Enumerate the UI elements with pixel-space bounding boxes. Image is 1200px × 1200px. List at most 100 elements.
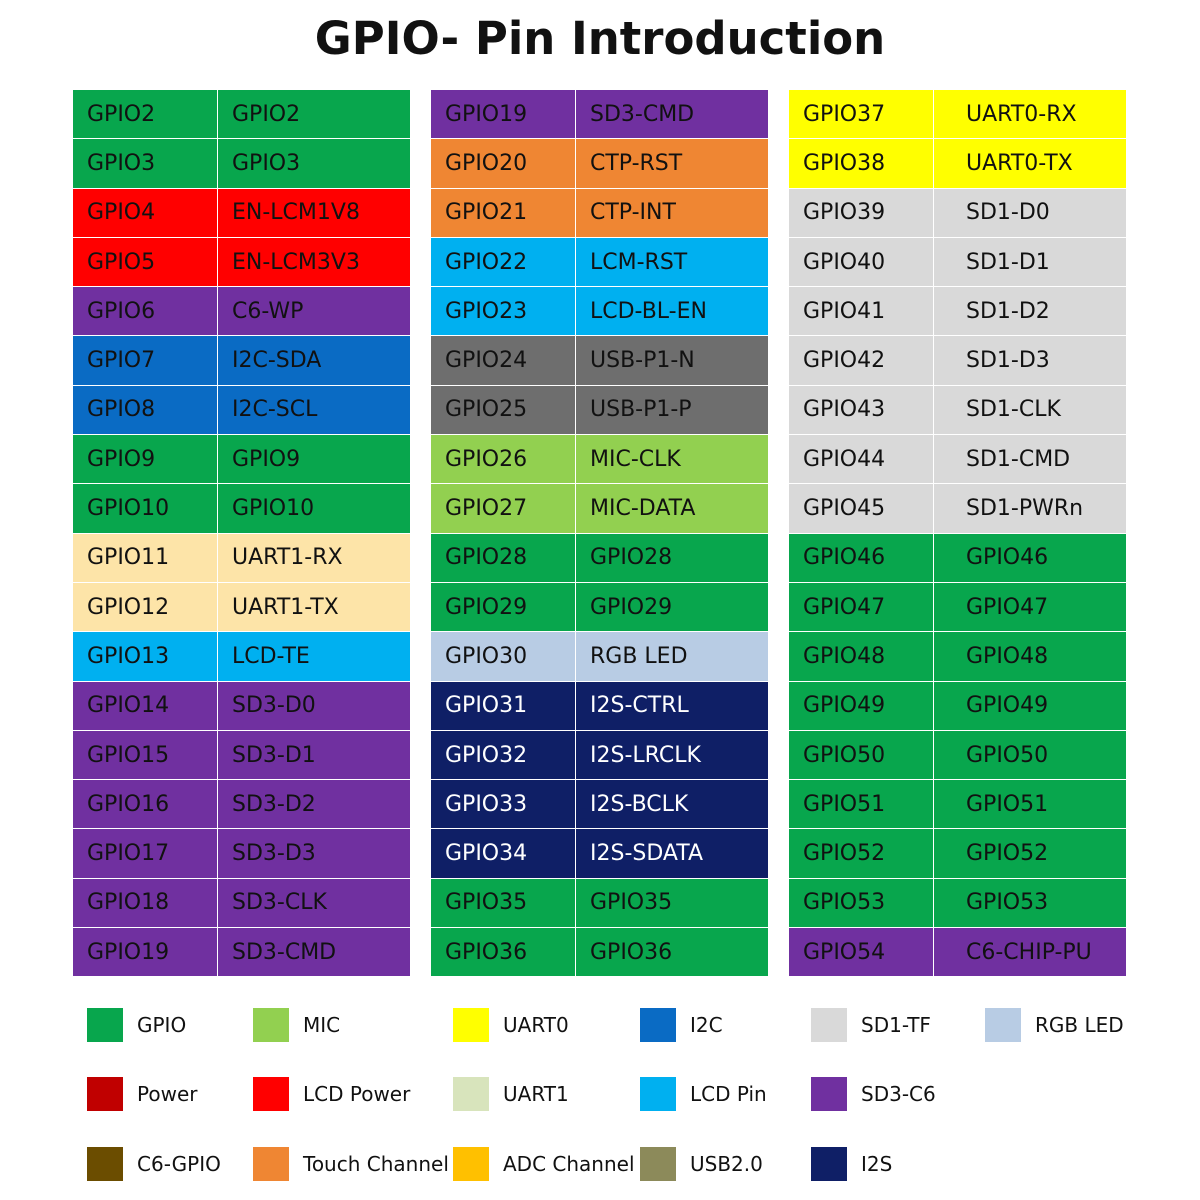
- pin-name: GPIO3: [73, 139, 217, 188]
- pin-row: GPIO26 MIC-CLK: [431, 435, 768, 484]
- legend-label: I2C: [690, 1013, 723, 1037]
- pin-row: GPIO16 SD3-D2: [73, 780, 410, 829]
- legend-label: USB2.0: [690, 1152, 763, 1176]
- pin-function: SD3-D3: [218, 829, 410, 878]
- pin-function: SD1-D1: [934, 237, 1126, 287]
- pin-function: GPIO49: [934, 681, 1126, 730]
- pin-row: GPIO30 RGB LED: [431, 632, 768, 681]
- pin-function: GPIO50: [934, 730, 1126, 780]
- pin-row: GPIO29 GPIO29: [431, 582, 768, 632]
- pin-name: GPIO2: [73, 90, 217, 139]
- pin-function: USB-P1-N: [576, 336, 768, 385]
- pin-name: GPIO44: [789, 435, 933, 484]
- pin-row: GPIO8 I2C-SCL: [73, 385, 410, 435]
- pin-function: GPIO2: [218, 90, 410, 139]
- pin-row: GPIO17 SD3-D3: [73, 829, 410, 878]
- legend-item: SD1-TF: [811, 1008, 931, 1042]
- pin-row: GPIO36 GPIO36: [431, 928, 768, 977]
- pin-name: GPIO45: [789, 484, 933, 533]
- pin-function: I2S-LRCLK: [576, 730, 768, 780]
- legend-swatch: [87, 1077, 123, 1111]
- pin-name: GPIO53: [789, 878, 933, 928]
- pin-name: GPIO39: [789, 188, 933, 237]
- pin-function: LCM-RST: [576, 237, 768, 287]
- pin-row: GPIO33 I2S-BCLK: [431, 780, 768, 829]
- pin-row: GPIO7 I2C-SDA: [73, 336, 410, 385]
- pin-name: GPIO22: [431, 237, 575, 287]
- pin-function: I2S-CTRL: [576, 681, 768, 730]
- pin-function: SD3-D1: [218, 730, 410, 780]
- pin-function: CTP-RST: [576, 139, 768, 188]
- pin-name: GPIO36: [431, 928, 575, 977]
- pin-row: GPIO31 I2S-CTRL: [431, 681, 768, 730]
- pin-function: GPIO46: [934, 533, 1126, 582]
- pin-function: SD1-CLK: [934, 385, 1126, 435]
- legend-swatch: [811, 1077, 847, 1111]
- pin-name: GPIO16: [73, 780, 217, 829]
- legend-label: ADC Channel: [503, 1152, 635, 1176]
- legend-label: UART0: [503, 1013, 569, 1037]
- legend-swatch: [811, 1147, 847, 1181]
- pin-function: GPIO36: [576, 928, 768, 977]
- pin-name: GPIO21: [431, 188, 575, 237]
- pin-name: GPIO18: [73, 878, 217, 928]
- pin-row: GPIO18 SD3-CLK: [73, 878, 410, 928]
- pin-name: GPIO54: [789, 928, 933, 977]
- pin-row: GPIO21 CTP-INT: [431, 188, 768, 237]
- pin-function: SD3-CLK: [218, 878, 410, 928]
- pin-function: LCD-TE: [218, 632, 410, 681]
- pin-name: GPIO30: [431, 632, 575, 681]
- pin-function: UART0-TX: [934, 139, 1126, 188]
- pin-column-1: GPIO2 GPIO2 GPIO3 GPIO3 GPIO4 EN-LCM1V8 GPIO5 E…: [73, 90, 410, 977]
- pin-name: GPIO27: [431, 484, 575, 533]
- legend-label: SD1-TF: [861, 1013, 931, 1037]
- pin-name: GPIO50: [789, 730, 933, 780]
- pin-name: GPIO34: [431, 829, 575, 878]
- legend-label: I2S: [861, 1152, 893, 1176]
- pin-name: GPIO20: [431, 139, 575, 188]
- pin-name: GPIO41: [789, 287, 933, 336]
- pin-name: GPIO37: [789, 90, 933, 139]
- pin-name: GPIO52: [789, 829, 933, 878]
- legend-swatch: [87, 1008, 123, 1042]
- pin-name: GPIO12: [73, 582, 217, 632]
- legend-swatch: [640, 1077, 676, 1111]
- pin-function: GPIO47: [934, 582, 1126, 632]
- pin-row: GPIO19 SD3-CMD: [73, 928, 410, 977]
- legend-swatch: [87, 1147, 123, 1181]
- legend-label: Touch Channel: [303, 1152, 449, 1176]
- pin-row: GPIO52 GPIO52: [789, 829, 1126, 878]
- legend-label: LCD Power: [303, 1082, 411, 1106]
- pin-name: GPIO48: [789, 632, 933, 681]
- legend-item: MIC: [253, 1008, 340, 1042]
- pin-row: GPIO24 USB-P1-N: [431, 336, 768, 385]
- pin-function: I2C-SDA: [218, 336, 410, 385]
- pin-name: GPIO33: [431, 780, 575, 829]
- pin-function: GPIO52: [934, 829, 1126, 878]
- pin-name: GPIO28: [431, 533, 575, 582]
- pin-name: GPIO19: [73, 928, 217, 977]
- pin-name: GPIO23: [431, 287, 575, 336]
- pin-function: GPIO28: [576, 533, 768, 582]
- pin-name: GPIO11: [73, 533, 217, 582]
- pin-row: GPIO6 C6-WP: [73, 287, 410, 336]
- pin-row: GPIO13 LCD-TE: [73, 632, 410, 681]
- pin-function: MIC-CLK: [576, 435, 768, 484]
- legend-swatch: [453, 1008, 489, 1042]
- pin-name: GPIO24: [431, 336, 575, 385]
- pin-name: GPIO51: [789, 780, 933, 829]
- pin-name: GPIO19: [431, 90, 575, 139]
- legend-item: LCD Pin: [640, 1077, 767, 1111]
- legend-item: UART0: [453, 1008, 569, 1042]
- pin-name: GPIO31: [431, 681, 575, 730]
- pin-function: SD3-D2: [218, 780, 410, 829]
- pin-row: GPIO43 SD1-CLK: [789, 385, 1126, 435]
- pin-row: GPIO38 UART0-TX: [789, 139, 1126, 188]
- pin-row: GPIO35 GPIO35: [431, 878, 768, 928]
- pin-function: GPIO9: [218, 435, 410, 484]
- legend-item: ADC Channel: [453, 1147, 635, 1181]
- legend-item: I2S: [811, 1147, 892, 1181]
- pin-function: GPIO48: [934, 632, 1126, 681]
- legend-label: RGB LED: [1035, 1013, 1124, 1037]
- legend-item: Touch Channel: [253, 1147, 449, 1181]
